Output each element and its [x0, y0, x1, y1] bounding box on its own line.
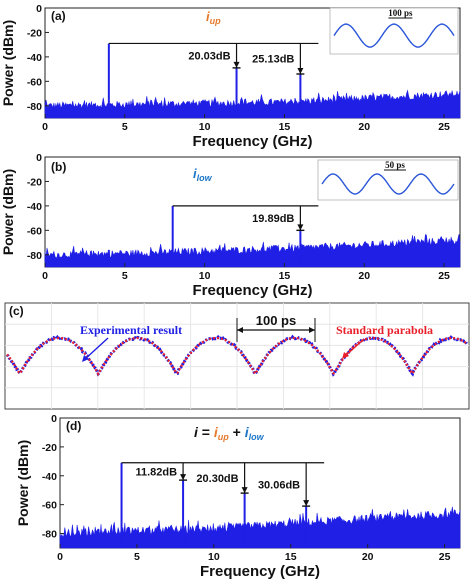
series-experimental-line [5, 334, 468, 377]
y-tick-label: -80 [27, 101, 42, 113]
x-tick-label: 15 [285, 551, 297, 563]
period-label: 100 ps [256, 313, 296, 328]
x-tick-label: 20 [358, 121, 370, 133]
x-axis-label: Frequency (GHz) [192, 282, 312, 299]
delta-arrowhead [233, 61, 240, 68]
y-axis-label: Power (dBm) [0, 20, 16, 106]
x-tick-label: 25 [439, 551, 451, 563]
x-tick-label: 25 [438, 121, 450, 133]
y-tick-label: -60 [42, 500, 57, 512]
y-tick-label: 0 [36, 152, 42, 164]
y-tick-label: -60 [27, 76, 42, 88]
y-tick-label: -80 [42, 529, 57, 541]
y-axis-label: Power (dBm) [15, 440, 31, 526]
legend-experimental-arrowhead [82, 355, 89, 362]
y-tick-label: -20 [27, 27, 42, 39]
noise-floor-area [44, 234, 461, 268]
panel-tag: (d) [66, 419, 81, 433]
x-tick-label: 10 [208, 551, 220, 563]
delta-arrowhead [241, 487, 248, 494]
delta-label: 30.06dB [258, 479, 300, 491]
panel-c-waveform: 100 ps Experimental result Standard parabo… [4, 302, 470, 410]
formula-label: i = iup + ilow [194, 424, 265, 442]
y-tick-label: 0 [51, 413, 57, 425]
x-tick-label: 5 [122, 270, 128, 282]
panel-a-spectrum: 20.03dB 25.13dB 0 5 10 15 20 25 0 -20 -40 -60 -80 Fre… [0, 3, 461, 150]
y-tick-label: -40 [27, 52, 42, 64]
delta-arrowhead [303, 500, 310, 507]
delta-arrowhead [297, 68, 304, 74]
legend-experimental: Experimental result [80, 323, 182, 337]
x-tick-label: 20 [358, 270, 370, 282]
x-tick-label: 0 [57, 551, 63, 563]
x-tick-label: 20 [362, 551, 374, 563]
delta-label: 25.13dB [252, 54, 294, 66]
inset-a-frame [329, 7, 459, 55]
legend-parabola: Standard parabola [336, 323, 433, 337]
noise-floor-area [59, 506, 461, 549]
noise-floor-area [44, 89, 461, 119]
inset-b-period-label: 50 ps [385, 160, 405, 170]
period-arrowhead-left [237, 327, 243, 333]
y-tick-label: -40 [27, 201, 42, 213]
x-tick-label: 15 [279, 270, 291, 282]
x-axis-label: Frequency (GHz) [200, 563, 320, 579]
inset-a-period-label: 100 ps [388, 8, 413, 18]
panel-b-spectrum: 19.89dB 0 5 10 15 20 25 0 -20 -40 -60 -80 Frequency … [0, 152, 461, 299]
delta-arrowhead [297, 224, 304, 231]
x-tick-label: 10 [199, 270, 211, 282]
panel-tag: (c) [9, 304, 24, 318]
series-label-iup: iup [206, 9, 221, 26]
inset-a-waveform [333, 23, 455, 48]
y-axis-label: Power (dBm) [0, 169, 16, 255]
x-tick-label: 5 [134, 551, 140, 563]
x-tick-label: 5 [122, 121, 128, 133]
y-tick-label: -80 [27, 250, 42, 262]
panel-d-spectrum: 11.82dB 20.30dB 30.06dB 0 5 10 15 20 25 0 -20 -40 -6… [15, 413, 461, 579]
panel-tag: (b) [51, 160, 66, 174]
x-tick-label: 15 [279, 121, 291, 133]
x-tick-label: 25 [438, 270, 450, 282]
period-arrowhead-right [309, 327, 315, 333]
series-label-ilow: ilow [193, 166, 213, 183]
legend-parabola-arrowhead [342, 352, 349, 359]
legend-parabola-arrow [343, 338, 365, 358]
y-tick-label: -40 [42, 471, 57, 483]
delta-label: 20.03dB [188, 51, 230, 63]
delta-label: 11.82dB [135, 466, 177, 478]
inset-b-waveform [321, 173, 455, 195]
panel-tag: (a) [51, 9, 66, 23]
y-tick-label: 0 [36, 3, 42, 15]
x-tick-label: 0 [42, 270, 48, 282]
y-tick-label: -60 [27, 225, 42, 237]
x-tick-label: 10 [199, 121, 211, 133]
delta-label: 20.30dB [196, 473, 238, 485]
x-axis-label: Frequency (GHz) [192, 133, 312, 150]
y-tick-label: -20 [42, 442, 57, 454]
y-tick-label: -20 [27, 176, 42, 188]
delta-arrowhead [180, 474, 187, 481]
legend-experimental-arrow [83, 337, 109, 361]
x-tick-label: 0 [42, 121, 48, 133]
delta-label: 19.89dB [252, 213, 294, 225]
